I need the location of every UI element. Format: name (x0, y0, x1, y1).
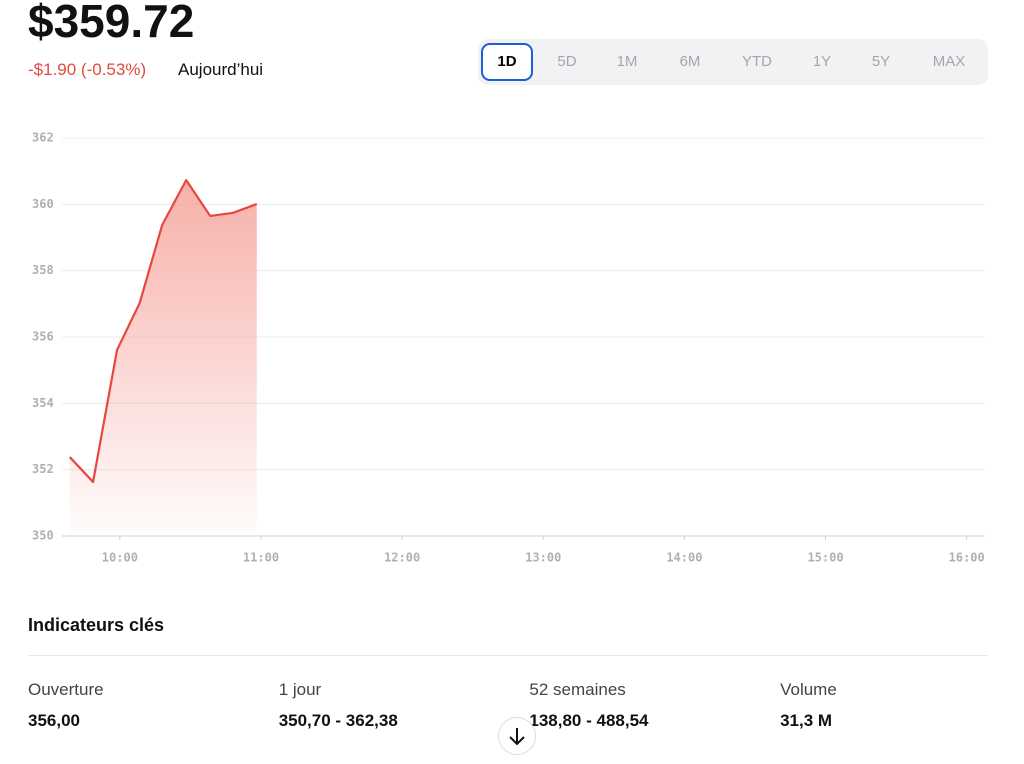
area-fill (69, 180, 257, 536)
price: $359.72 (28, 0, 195, 47)
x-tick-label: 11:00 (243, 551, 279, 565)
x-tick-label: 15:00 (807, 551, 843, 565)
scroll-down-button[interactable] (498, 717, 536, 755)
x-tick-label: 12:00 (384, 551, 420, 565)
range-tab[interactable]: 1D (481, 43, 533, 81)
stat-value: 138,80 - 488,54 (529, 711, 649, 730)
price-chart: 350 352 354 356 358 360 362 10:00 11:00 12:00 13:0… (32, 131, 985, 565)
stat-label: Volume (780, 680, 837, 699)
range-tab[interactable]: 5D (557, 53, 577, 70)
divider (28, 655, 988, 656)
x-tick-label: 14:00 (666, 551, 702, 565)
stat-value: 31,3 M (780, 711, 833, 730)
x-tick-label: 13:00 (525, 551, 561, 565)
range-tabs: 1D 5D 1M 6M YTD 1Y 5Y MAX (478, 39, 988, 85)
price-line (68, 179, 258, 484)
stat-label: 52 semaines (529, 680, 626, 699)
y-tick-label: 350 (32, 529, 54, 543)
period-label: Aujourd’hui (178, 60, 264, 79)
range-tab[interactable]: 1Y (812, 53, 832, 70)
y-tick-label: 358 (32, 263, 54, 277)
down-arrow-icon (509, 728, 525, 746)
range-tab[interactable]: 5Y (871, 53, 891, 70)
stat-label: Ouverture (28, 680, 104, 699)
x-tick-label: 10:00 (102, 551, 138, 565)
range-tab[interactable]: 6M (679, 53, 701, 70)
section-title: Indicateurs clés (28, 615, 165, 635)
x-tick-label: 16:00 (949, 551, 985, 565)
y-tick-label: 360 (32, 197, 54, 211)
y-tick-label: 352 (32, 462, 54, 476)
range-tab[interactable]: MAX (932, 53, 966, 70)
range-tab[interactable]: 1M (616, 53, 638, 70)
stat-value: 356,00 (28, 711, 80, 730)
stat-label: 1 jour (278, 680, 322, 699)
price-change: -$1.90 (-0.53%) (28, 60, 147, 79)
y-tick-label: 354 (32, 396, 54, 410)
y-tick-label: 356 (32, 330, 54, 344)
range-tab[interactable]: YTD (742, 53, 772, 70)
stat-value: 350,70 - 362,38 (278, 711, 398, 730)
y-tick-label: 362 (32, 131, 54, 145)
